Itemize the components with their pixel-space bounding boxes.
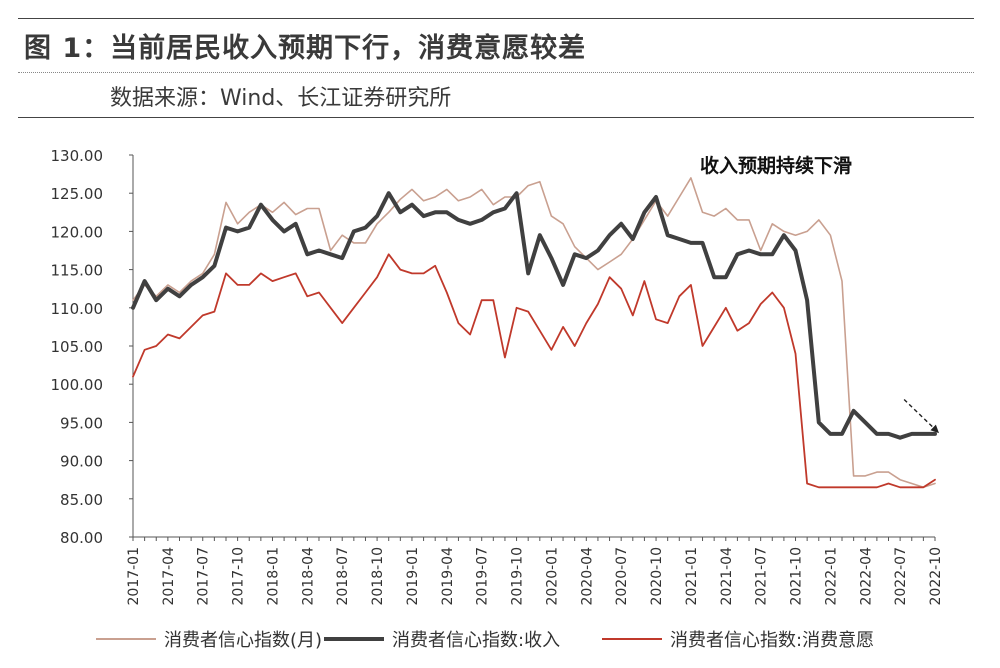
x-tick-label: 2022-07 xyxy=(893,547,909,606)
x-tick-label: 2021-01 xyxy=(684,547,700,606)
legend-swatch-consumption xyxy=(602,638,662,640)
y-tick-label: 105.00 xyxy=(51,338,104,356)
x-tick-label: 2018-10 xyxy=(370,547,386,606)
y-tick-label: 110.00 xyxy=(51,300,104,318)
y-tick-label: 80.00 xyxy=(60,529,103,547)
trend-arrow-line xyxy=(903,398,940,434)
y-tick-label: 85.00 xyxy=(60,491,103,509)
x-tick-label: 2020-04 xyxy=(579,547,595,606)
chart-legend: 消费者信心指数(月) 消费者信心指数:收入 消费者信心指数:消费意愿 xyxy=(96,622,956,654)
y-tick-label: 115.00 xyxy=(51,262,104,280)
y-tick-label: 100.00 xyxy=(51,376,104,394)
x-tick-label: 2020-10 xyxy=(649,547,665,606)
legend-label-consumption: 消费者信心指数:消费意愿 xyxy=(670,630,875,651)
x-tick-label: 2017-07 xyxy=(196,547,212,606)
y-tick-label: 95.00 xyxy=(60,414,103,432)
legend-swatch-monthly xyxy=(96,638,156,640)
x-tick-label: 2022-04 xyxy=(858,547,874,606)
x-tick-label: 2021-10 xyxy=(789,547,805,606)
x-tick-label: 2020-01 xyxy=(544,547,560,606)
x-tick-label: 2018-01 xyxy=(265,547,281,606)
header-bottom-rule xyxy=(18,117,974,118)
legend-item-consumption: 消费者信心指数:消费意愿 xyxy=(602,626,874,652)
legend-label-income: 消费者信心指数:收入 xyxy=(392,630,561,651)
x-tick-label: 2020-07 xyxy=(614,547,630,606)
figure-source: 数据来源：Wind、长江证券研究所 xyxy=(110,86,452,111)
x-tick-label: 2017-04 xyxy=(161,547,177,606)
legend-item-income: 消费者信心指数:收入 xyxy=(324,626,560,652)
x-tick-label: 2019-01 xyxy=(405,547,421,606)
x-tick-label: 2018-07 xyxy=(335,547,351,606)
x-tick-label: 2021-07 xyxy=(754,547,770,606)
y-tick-label: 130.00 xyxy=(51,147,104,165)
series-line-2 xyxy=(132,253,936,489)
x-tick-label: 2019-07 xyxy=(475,547,491,606)
header-dotted-rule xyxy=(18,72,974,73)
legend-swatch-income xyxy=(324,637,384,641)
legend-label-monthly: 消费者信心指数(月) xyxy=(164,630,323,651)
x-tick-label: 2022-10 xyxy=(928,547,944,606)
header-top-rule xyxy=(18,18,974,19)
x-tick-label: 2019-10 xyxy=(510,547,526,606)
series-line-1 xyxy=(131,191,937,440)
figure-title: 图 1：当前居民收入预期下行，消费意愿较差 xyxy=(24,33,587,64)
y-tick-label: 125.00 xyxy=(51,185,104,203)
trend-arrow-head xyxy=(930,424,939,434)
y-tick-label: 120.00 xyxy=(51,223,104,241)
y-tick-label: 90.00 xyxy=(60,453,103,471)
x-tick-label: 2021-04 xyxy=(719,547,735,606)
x-tick-label: 2017-10 xyxy=(231,547,247,606)
x-tick-label: 2022-01 xyxy=(823,547,839,606)
annotation-text: 收入预期持续下滑 xyxy=(700,154,852,177)
x-tick-label: 2019-04 xyxy=(440,547,456,606)
legend-item-monthly: 消费者信心指数(月) xyxy=(96,626,322,652)
x-tick-label: 2018-04 xyxy=(300,547,316,606)
x-tick-label: 2017-01 xyxy=(126,547,142,606)
series-line-0 xyxy=(132,177,936,489)
